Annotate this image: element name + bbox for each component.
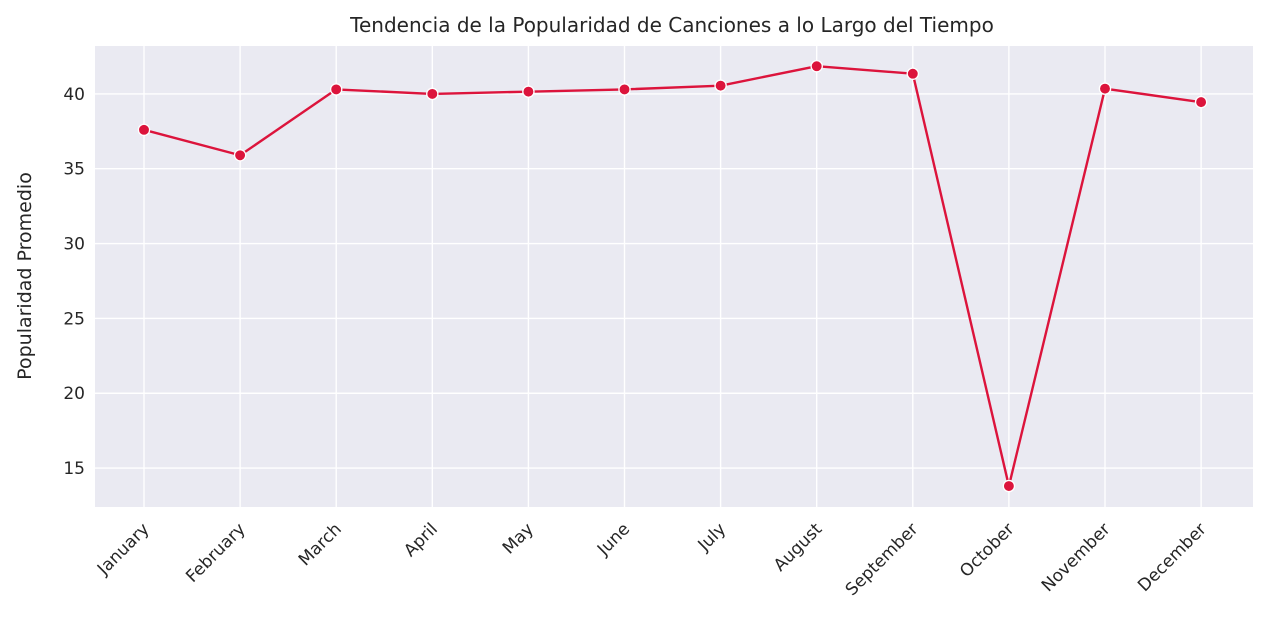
x-tick-label-october: October: [956, 519, 1018, 581]
y-tick-label: 20: [63, 384, 85, 404]
data-point-march: [329, 83, 343, 96]
y-tick-label: 40: [63, 85, 85, 105]
series-layer: [137, 59, 1208, 493]
data-point-november: [1098, 82, 1112, 95]
grid-lines: [95, 46, 1253, 507]
x-tick-label-april: April: [400, 519, 442, 561]
x-tick-label-february: February: [182, 519, 249, 586]
x-tick-label-june: June: [593, 519, 634, 560]
plot-area: [95, 46, 1253, 507]
y-tick-label: 30: [63, 235, 85, 255]
y-tick-label: 15: [63, 459, 85, 479]
x-tick-label-november: November: [1038, 519, 1115, 596]
data-point-june: [618, 83, 631, 96]
data-point-may: [522, 85, 535, 98]
y-axis-label: Popularidad Promedio: [14, 172, 36, 380]
x-tick-label-january: January: [93, 519, 153, 579]
x-tick-label-december: December: [1134, 519, 1210, 595]
x-tick-label-august: August: [770, 519, 826, 575]
x-tick-label-may: May: [499, 519, 538, 558]
y-tick-labels: 15 20 25 30 35 40: [63, 85, 85, 479]
y-tick-label: 35: [63, 160, 85, 180]
data-point-august: [810, 59, 823, 73]
data-point-december: [1194, 95, 1208, 109]
x-tick-label-march: March: [295, 519, 346, 570]
data-point-september: [906, 67, 920, 80]
x-tick-label-july: July: [694, 519, 730, 555]
data-point-october: [1002, 479, 1016, 493]
data-point-january: [137, 123, 151, 137]
data-point-february: [233, 149, 247, 162]
y-tick-label: 25: [63, 309, 85, 329]
x-tick-label-september: September: [842, 519, 923, 600]
data-point-july: [714, 79, 727, 92]
series-line: [143, 65, 1202, 488]
chart-title: Tendencia de la Popularidad de Canciones…: [349, 13, 994, 37]
data-point-april: [426, 87, 439, 101]
x-tick-labels: January February March April May June July Augu…: [93, 519, 1211, 600]
